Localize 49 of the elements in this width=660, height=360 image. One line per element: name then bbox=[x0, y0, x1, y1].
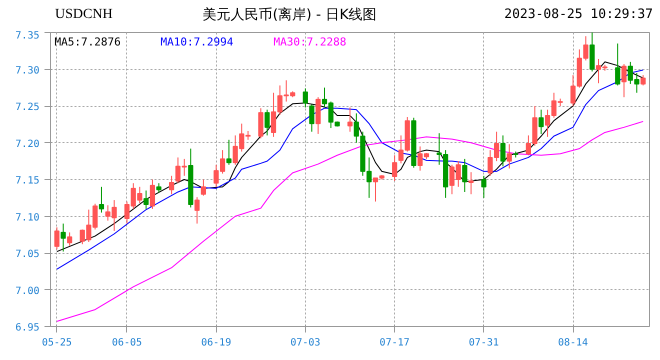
candlestick bbox=[67, 232, 72, 246]
candlestick bbox=[150, 179, 156, 210]
candlestick bbox=[462, 158, 468, 192]
candlestick bbox=[615, 43, 620, 86]
candlestick bbox=[500, 134, 506, 167]
candlestick bbox=[392, 154, 398, 182]
candlestick bbox=[169, 175, 174, 195]
line-series bbox=[56, 120, 644, 322]
text: MA10:7.2994 bbox=[160, 36, 234, 48]
text: 2023-08-25 10:29:37 bbox=[504, 6, 653, 24]
candlestick bbox=[194, 196, 200, 224]
y-tick-label: 7.30 bbox=[15, 65, 40, 76]
text: MA5:7.2876 bbox=[54, 36, 121, 48]
text: MA30:7.2288 bbox=[274, 36, 346, 48]
candlestick bbox=[347, 106, 353, 132]
candlestick bbox=[156, 182, 162, 194]
candlestick bbox=[226, 139, 232, 166]
candlestick bbox=[538, 109, 544, 134]
candlestick bbox=[60, 223, 66, 252]
candlestick bbox=[640, 74, 646, 86]
y-tick-label: 7.25 bbox=[15, 102, 40, 113]
x-tick-label: 06-05 bbox=[112, 338, 142, 348]
chart-title: 美元人民币(离岸) - 日K线图 bbox=[202, 7, 377, 23]
candlestick bbox=[302, 88, 308, 108]
y-tick-label: 7.10 bbox=[15, 212, 40, 224]
candlestick bbox=[481, 175, 486, 198]
y-tick-label: 7.20 bbox=[15, 138, 40, 150]
x-tick-label: 06-19 bbox=[201, 338, 232, 348]
x-tick-label: 07-03 bbox=[290, 338, 320, 348]
y-tick-label: 6.95 bbox=[15, 322, 40, 334]
x-tick-label: 08-14 bbox=[558, 338, 588, 348]
y-tick-label: 7.35 bbox=[15, 30, 40, 42]
candlestick bbox=[309, 104, 314, 132]
candlestick bbox=[468, 172, 474, 195]
x-tick-label: 07-31 bbox=[468, 338, 499, 348]
chart-subtitle: USDCNH bbox=[54, 6, 113, 24]
candlestick bbox=[200, 179, 206, 196]
candlestick bbox=[54, 226, 60, 250]
candlestick bbox=[621, 64, 627, 98]
y-tick-label: 7.05 bbox=[15, 249, 40, 260]
candlestick bbox=[98, 186, 104, 214]
y-tick-label: 7.00 bbox=[15, 286, 40, 297]
candlestick bbox=[506, 144, 512, 169]
x-tick-label: 05-25 bbox=[42, 338, 72, 348]
candlestick bbox=[258, 108, 264, 139]
candlestick bbox=[264, 109, 270, 136]
x-tick-label: 07-17 bbox=[380, 338, 410, 348]
candlestick bbox=[144, 190, 149, 210]
y-tick-label: 7.15 bbox=[15, 176, 40, 186]
